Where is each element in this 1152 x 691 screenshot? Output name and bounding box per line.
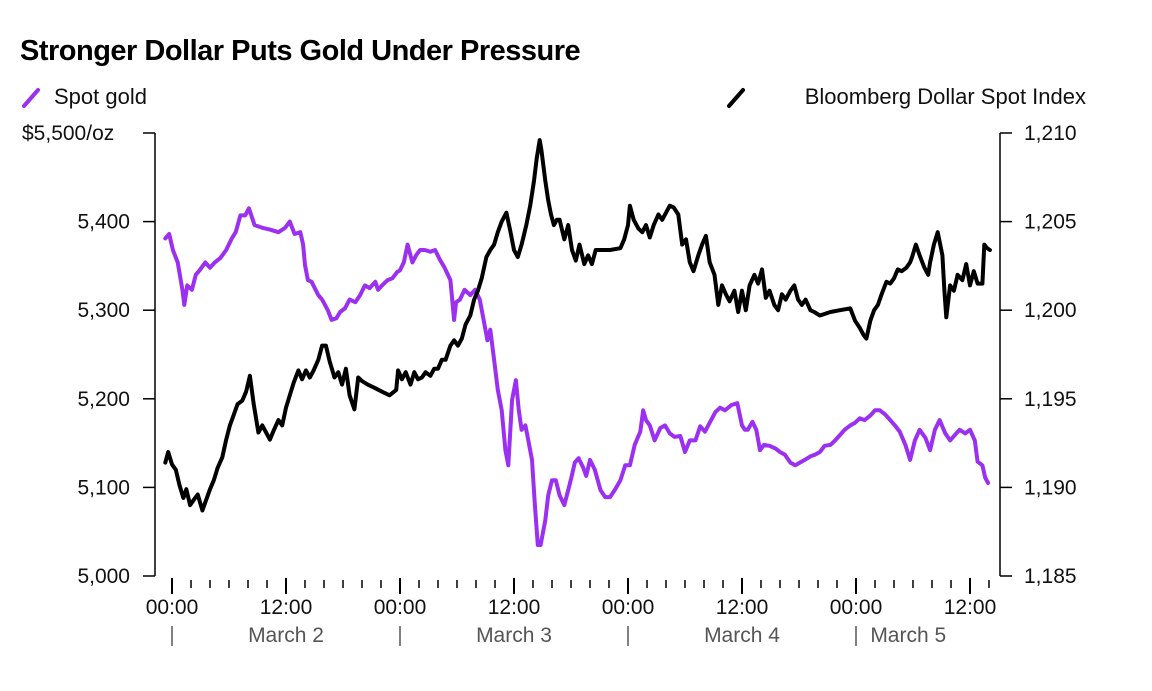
right-axis-tick-label: 1,210 bbox=[1024, 122, 1077, 145]
right-axis-tick-label: 1,185 bbox=[1024, 565, 1077, 588]
x-axis-tick-label: 00:00 bbox=[602, 596, 655, 619]
right-axis-tick-label: 1,190 bbox=[1024, 476, 1077, 499]
x-axis-tick-label: 12:00 bbox=[944, 596, 997, 619]
date-label: March 5 bbox=[870, 624, 946, 647]
series-line-dollar-index bbox=[163, 138, 992, 513]
right-axis-tick-label: 1,195 bbox=[1024, 388, 1077, 411]
x-axis-tick-label: 12:00 bbox=[488, 596, 541, 619]
x-axis-tick-label: 00:00 bbox=[830, 596, 883, 619]
legend-swatch-spot-gold bbox=[22, 88, 40, 108]
axes: 5,000 5,100 5,200 5,300 5,400 $5,500/oz 1,185 1… bbox=[22, 122, 1077, 647]
date-label: March 2 bbox=[248, 624, 324, 647]
x-axis-tick-label: 00:00 bbox=[374, 596, 427, 619]
left-axis-tick-label: $5,500/oz bbox=[22, 122, 114, 145]
x-axis-tick-label: 12:00 bbox=[716, 596, 769, 619]
date-label: March 4 bbox=[704, 624, 780, 647]
chart-title: Stronger Dollar Puts Gold Under Pressure bbox=[20, 35, 580, 67]
right-axis-tick-label: 1,205 bbox=[1024, 211, 1077, 234]
legend: Spot gold Bloomberg Dollar Spot Index bbox=[22, 84, 1086, 109]
right-axis-tick-label: 1,200 bbox=[1024, 299, 1077, 322]
date-label: March 3 bbox=[476, 624, 552, 647]
legend-label-dollar-index: Bloomberg Dollar Spot Index bbox=[805, 84, 1086, 109]
legend-swatch-dollar-index bbox=[727, 88, 745, 108]
series-layer bbox=[163, 138, 992, 547]
left-axis-tick-label: 5,100 bbox=[77, 476, 130, 499]
left-axis-tick-label: 5,200 bbox=[77, 388, 130, 411]
x-axis-tick-label: 00:00 bbox=[146, 596, 199, 619]
left-axis-tick-label: 5,400 bbox=[77, 211, 130, 234]
left-axis-tick-label: 5,300 bbox=[77, 299, 130, 322]
series-line-spot-gold bbox=[163, 206, 991, 547]
left-axis-tick-label: 5,000 bbox=[77, 565, 130, 588]
x-axis-tick-label: 12:00 bbox=[260, 596, 313, 619]
legend-label-spot-gold: Spot gold bbox=[54, 84, 147, 109]
